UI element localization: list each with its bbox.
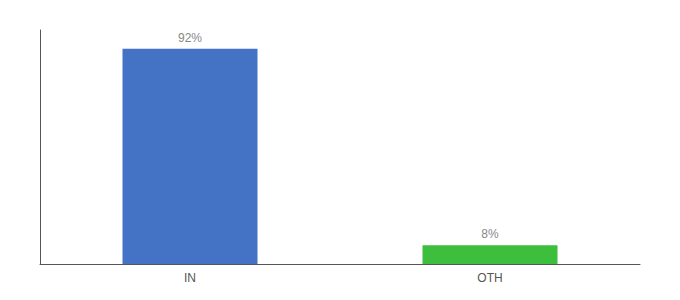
svg-text:IN: IN [184, 271, 196, 285]
svg-text:OTH: OTH [477, 271, 502, 285]
svg-text:92%: 92% [178, 31, 202, 45]
svg-text:8%: 8% [481, 227, 499, 241]
